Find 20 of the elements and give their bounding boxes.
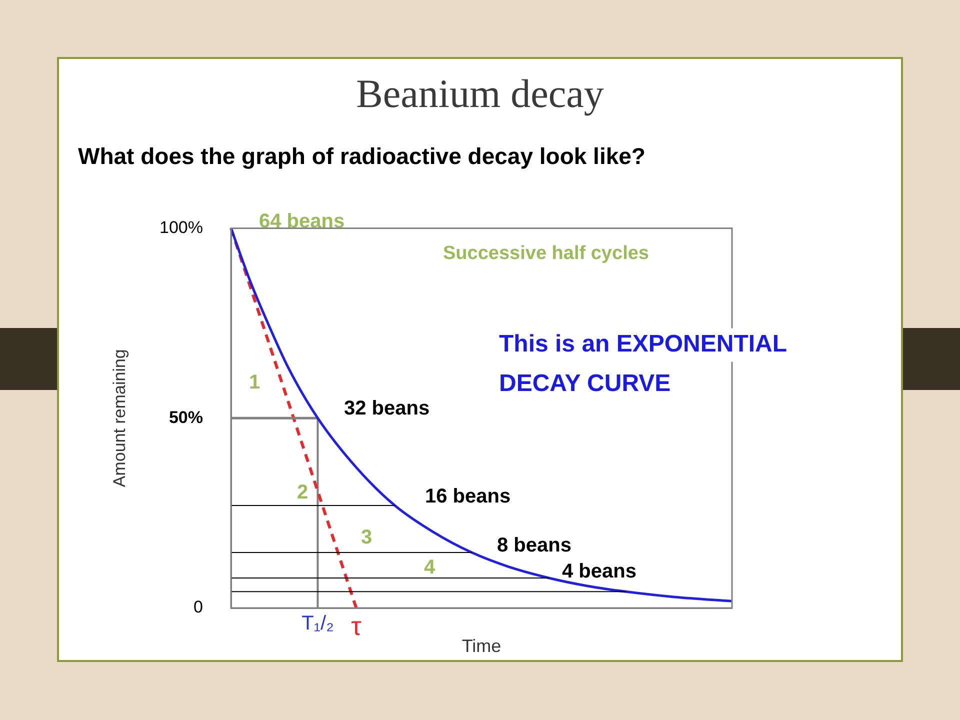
annotation: 4 beans bbox=[562, 560, 636, 583]
y-tick-label: 50% bbox=[168, 408, 203, 427]
annotation: 8 beans bbox=[497, 534, 572, 557]
y-tick-label: 0 bbox=[194, 598, 203, 617]
annotation: This is an EXPONENTIAL DECAY CURVE bbox=[499, 330, 788, 398]
annotation: 1 bbox=[249, 372, 260, 394]
x-tick-label: τ bbox=[351, 610, 362, 641]
y-tick-label: 100% bbox=[160, 218, 203, 237]
annotation: 2 bbox=[297, 482, 308, 504]
x-tick-label: T₁/₂ bbox=[302, 612, 334, 635]
annotation: Successive half cycles bbox=[443, 243, 649, 264]
chart-title: Beanium decay bbox=[355, 70, 605, 117]
annotation: 16 beans bbox=[425, 486, 511, 508]
annotation: 64 beans bbox=[259, 210, 345, 233]
annotation: 32 beans bbox=[344, 398, 430, 420]
annotation: 4 bbox=[424, 556, 436, 579]
x-axis-title: Time bbox=[462, 636, 502, 656]
chart-subtitle: What does the graph of radioactive decay look like? bbox=[78, 143, 646, 170]
y-axis-title: Amount remaining bbox=[110, 349, 129, 488]
annotation: 3 bbox=[361, 526, 372, 549]
